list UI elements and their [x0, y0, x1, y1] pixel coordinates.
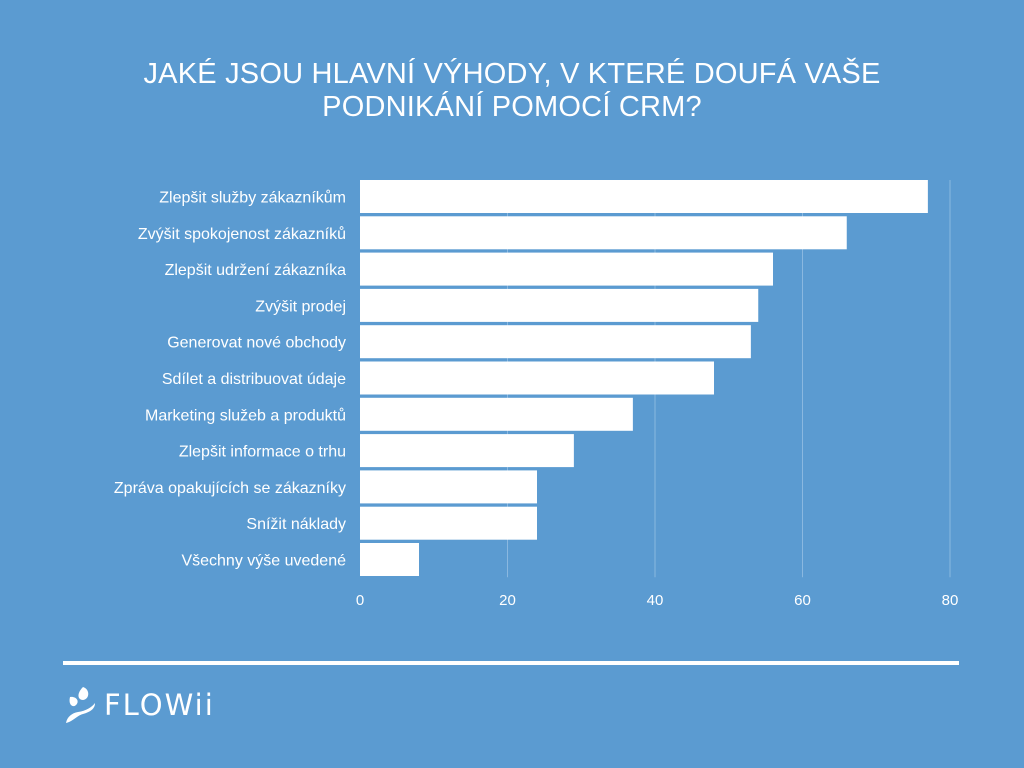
bar [360, 361, 714, 395]
category-label: Zlepšit služby zákazníkům [159, 189, 346, 207]
category-label: Generovat nové obchody [167, 335, 346, 352]
flowii-logo-icon [66, 687, 95, 723]
category-label: Zlepšit informace o trhu [179, 444, 346, 461]
chart-title-line-1: JAKÉ JSOU HLAVNÍ VÝHODY, V KTERÉ DOUFÁ V… [143, 58, 881, 90]
x-tick-label: 20 [499, 592, 516, 609]
bar [360, 252, 773, 286]
x-tick-label: 0 [356, 592, 364, 609]
x-tick-label: 60 [794, 592, 811, 609]
x-tick-label: 80 [942, 592, 959, 609]
category-label: Zvýšit spokojenost zákazníků [138, 225, 346, 243]
category-label: Zlepšit udržení zákazníka [165, 262, 347, 279]
category-label: Snížit náklady [246, 516, 346, 533]
category-label: Sdílet a distribuovat údaje [162, 371, 346, 388]
category-label: Všechny výše uvedené [181, 553, 346, 570]
bar [360, 397, 633, 431]
bar [360, 543, 419, 576]
category-label: Marketing služeb a produktů [145, 406, 346, 424]
chart-title: JAKÉ JSOU HLAVNÍ VÝHODY, V KTERÉ DOUFÁ V… [0, 58, 1024, 124]
bar-chart: Zlepšit služby zákazníkům Zvýšit spokojen… [114, 180, 959, 609]
bar [360, 506, 537, 540]
bar [360, 216, 847, 250]
category-label: Zvýšit prodej [255, 298, 346, 315]
bar [360, 434, 574, 468]
bar [360, 325, 751, 359]
brand-name: FLOWii [104, 688, 215, 722]
brand: FLOWii [62, 685, 215, 725]
category-label: Zpráva opakujících se zákazníky [114, 480, 346, 497]
bar [360, 288, 759, 322]
x-tick-label: 40 [647, 592, 664, 609]
bar [360, 180, 928, 213]
footer-divider [63, 661, 959, 665]
chart-title-line-2: PODNIKÁNÍ POMOCÍ CRM? [322, 91, 702, 123]
bar [360, 470, 537, 504]
